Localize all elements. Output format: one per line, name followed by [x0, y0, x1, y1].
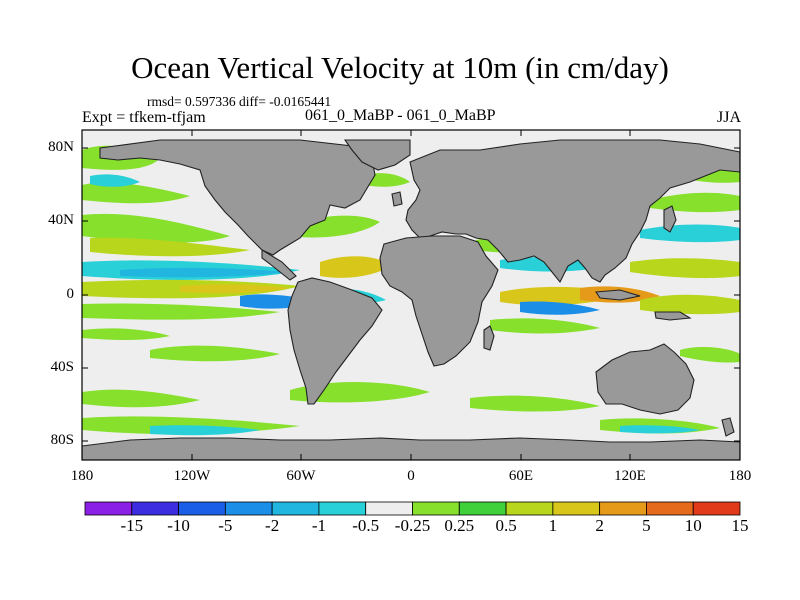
- landmass-africa: [379, 235, 499, 367]
- colorbar-swatch: [412, 501, 460, 516]
- field-band: [150, 345, 280, 362]
- colorbar-tick-label: -5: [218, 516, 233, 535]
- colorbar-swatch: [131, 501, 179, 516]
- colorbar-tick-label: 15: [731, 516, 749, 535]
- lon-label: 120W: [173, 468, 211, 484]
- landmass-australia: [595, 343, 695, 415]
- lat-label: 80S: [50, 432, 74, 448]
- colorbar-tick-label: -0.25: [394, 516, 431, 535]
- landmass-madagascar: [483, 325, 495, 351]
- colorbar-tick-label: -1: [311, 516, 326, 535]
- landmass-maritime-continent: [595, 289, 641, 301]
- colorbar-swatch: [646, 501, 694, 516]
- colorbar-swatch: [458, 501, 507, 516]
- lat-label: 40S: [50, 359, 74, 375]
- season-label: JJA: [717, 109, 742, 126]
- field-band: [490, 318, 600, 334]
- colorbar-tick-label: -10: [167, 516, 190, 535]
- field-band: [520, 301, 600, 315]
- axis-ticks: [82, 130, 740, 460]
- colorbar-swatch: [271, 501, 320, 516]
- colorbar-tick-label: -2: [265, 516, 280, 535]
- landmass-new-guinea: [654, 311, 692, 321]
- lat-label: 0: [66, 286, 75, 302]
- stats-line: rmsd= 0.597336 diff= -0.0165441: [147, 94, 332, 109]
- lon-label: 60E: [508, 468, 534, 484]
- field-band: [90, 174, 140, 187]
- colorbar-swatch: [505, 501, 554, 516]
- field-band: [82, 213, 230, 243]
- landmass-greenland: [343, 139, 411, 171]
- field-band: [630, 258, 740, 279]
- landmass-new-zealand: [721, 417, 735, 437]
- field-band: [82, 328, 170, 340]
- colorbar-tick-label: 1: [548, 516, 558, 535]
- landmass-south-america: [287, 277, 383, 405]
- field-band: [82, 303, 280, 320]
- field-band: [90, 237, 250, 257]
- field-band: [620, 425, 700, 434]
- colorbar-swatch: [692, 501, 741, 516]
- field-band: [82, 389, 200, 408]
- field-band: [150, 425, 260, 436]
- lat-label: 80N: [48, 139, 74, 155]
- landmass-japan: [663, 205, 677, 233]
- colorbar-tick-label: 2: [595, 516, 604, 535]
- colorbar-tick-label: 10: [684, 516, 702, 535]
- colorbar-swatch: [599, 501, 647, 516]
- colorbar-tick-label: 5: [642, 516, 651, 535]
- landmass-central-america: [261, 249, 297, 281]
- field-band: [470, 395, 600, 412]
- field-band: [680, 347, 740, 363]
- lon-label: 180: [728, 468, 752, 484]
- lon-label: 120E: [614, 468, 646, 484]
- field-band: [120, 267, 290, 278]
- lon-label: 60W: [286, 468, 316, 484]
- colorbar-swatch: [318, 501, 367, 516]
- landmass-uk: [391, 191, 403, 207]
- field-band: [180, 284, 290, 294]
- colorbar: [84, 501, 741, 516]
- lat-label: 40N: [48, 212, 74, 228]
- colorbar-swatch: [552, 501, 601, 516]
- colorbar-swatch: [178, 501, 226, 516]
- land-masses: [82, 139, 740, 460]
- case-pair-label: 061_0_MaBP - 061_0_MaBP: [305, 107, 496, 124]
- experiment-label: Expt = tfkem-tfjam: [82, 109, 206, 126]
- landmass-antarctica: [82, 437, 740, 460]
- page-title: Ocean Vertical Velocity at 10m (in cm/da…: [131, 50, 669, 85]
- colorbar-tick-label: 0.25: [444, 516, 475, 535]
- colorbar-swatch: [84, 501, 133, 516]
- field-band: [320, 256, 392, 278]
- colorbar-tick-label: -15: [120, 516, 144, 535]
- lon-label: 180: [70, 468, 94, 484]
- lon-label: 0: [407, 468, 415, 484]
- field-band: [640, 294, 740, 315]
- colorbar-swatch: [224, 501, 273, 516]
- colorbar-tick-label: -0.5: [352, 516, 380, 535]
- colorbar-tick-label: 0.5: [495, 516, 517, 535]
- colorbar-swatch: [365, 501, 413, 516]
- field-band: [82, 182, 190, 204]
- map-panel: [82, 130, 740, 460]
